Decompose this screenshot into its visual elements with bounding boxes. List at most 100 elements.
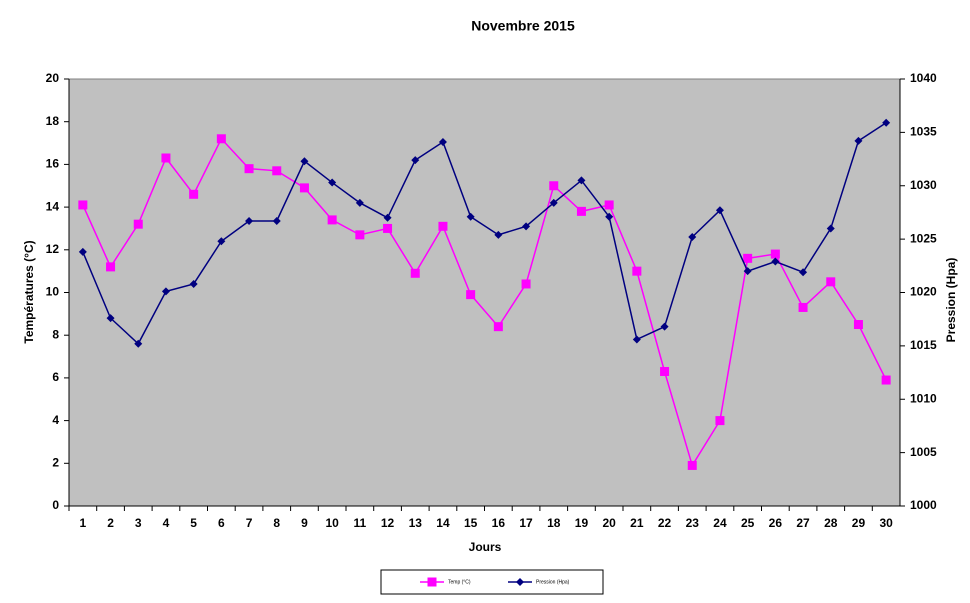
data-point [106, 314, 115, 323]
y-tick-label: 20 [46, 71, 60, 85]
data-point [604, 200, 614, 210]
data-point [576, 206, 586, 216]
data-point [882, 118, 891, 127]
data-point [522, 222, 531, 231]
y-tick-label: 18 [46, 114, 60, 128]
data-point [516, 578, 524, 586]
series-line [82, 122, 887, 345]
data-point [521, 279, 531, 289]
x-tick-label: 9 [301, 516, 308, 530]
x-tick-label: 19 [575, 516, 589, 530]
data-point [466, 212, 475, 221]
data-point [78, 247, 87, 256]
data-point [632, 335, 641, 344]
y2-tick-label: 1000 [910, 498, 937, 512]
x-tick-label: 5 [190, 516, 197, 530]
x-tick-label: 24 [713, 516, 727, 530]
chart-title: Novembre 2015 [471, 18, 575, 34]
data-point [438, 221, 448, 231]
data-point [244, 164, 254, 174]
x-tick-label: 18 [547, 516, 561, 530]
y-tick-label: 0 [52, 498, 59, 512]
y2-tick-label: 1015 [910, 338, 937, 352]
data-point [549, 181, 559, 191]
x-tick-label: 21 [630, 516, 644, 530]
x-tick-label: 11 [354, 516, 367, 530]
data-point [189, 189, 199, 199]
x-tick-label: 28 [824, 516, 838, 530]
y-axis-title: Températures (°C) [22, 240, 36, 343]
data-point [106, 262, 116, 272]
y2-tick-label: 1005 [910, 445, 937, 459]
data-point [411, 156, 420, 165]
data-point [854, 136, 863, 145]
data-point [715, 416, 725, 426]
data-point [799, 268, 808, 277]
y-tick-label: 2 [52, 455, 59, 469]
data-point [743, 267, 752, 276]
data-point [466, 290, 476, 300]
data-point [493, 322, 503, 332]
data-point [355, 230, 365, 240]
y2-tick-label: 1020 [910, 285, 937, 299]
y-tick-label: 8 [52, 327, 59, 341]
data-point [771, 257, 780, 266]
x-tick-label: 10 [325, 516, 339, 530]
legend-label: Pression (Hpa) [536, 579, 570, 585]
data-point [427, 577, 437, 587]
data-point [383, 213, 392, 222]
data-point [826, 277, 836, 287]
y2-tick-label: 1030 [910, 178, 937, 192]
y-tick-label: 6 [52, 370, 59, 384]
x-tick-label: 8 [273, 516, 280, 530]
y-tick-label: 12 [46, 242, 60, 256]
series-line [82, 137, 887, 468]
data-point [410, 268, 420, 278]
x-tick-label: 22 [658, 516, 672, 530]
data-point [715, 206, 724, 215]
data-point [245, 216, 254, 225]
data-point [687, 460, 697, 470]
x-tick-label: 26 [769, 516, 783, 530]
data-point [328, 178, 337, 187]
data-point [494, 230, 503, 239]
data-point [743, 253, 753, 263]
data-point [660, 366, 670, 376]
data-point [632, 266, 642, 276]
data-point [853, 320, 863, 330]
legend-label: Temp (°C) [448, 579, 471, 585]
data-point [134, 339, 143, 348]
data-point [299, 183, 309, 193]
data-point [605, 212, 614, 221]
y-tick-label: 4 [52, 413, 59, 427]
x-tick-label: 6 [218, 516, 225, 530]
x-tick-label: 14 [436, 516, 450, 530]
data-point [161, 287, 170, 296]
x-tick-label: 20 [602, 516, 616, 530]
x-tick-label: 3 [135, 516, 142, 530]
x-tick-label: 13 [409, 516, 423, 530]
x-tick-label: 25 [741, 516, 755, 530]
plot-area [68, 78, 901, 507]
x-tick-label: 15 [464, 516, 478, 530]
x-tick-label: 1 [80, 516, 87, 530]
data-point [438, 137, 447, 146]
data-point [327, 215, 337, 225]
data-point [688, 232, 697, 241]
data-point [770, 249, 780, 259]
y-tick-label: 10 [46, 285, 60, 299]
data-point [881, 375, 891, 385]
x-tick-label: 4 [163, 516, 170, 530]
x-tick-label: 23 [686, 516, 700, 530]
x-tick-label: 30 [879, 516, 893, 530]
data-point [133, 219, 143, 229]
data-point [272, 166, 282, 176]
data-point [161, 153, 171, 163]
x-tick-label: 17 [519, 516, 533, 530]
x-tick-label: 2 [107, 516, 114, 530]
y2-tick-label: 1040 [910, 71, 937, 85]
data-point [216, 134, 226, 144]
data-point [355, 198, 364, 207]
x-tick-label: 7 [246, 516, 253, 530]
